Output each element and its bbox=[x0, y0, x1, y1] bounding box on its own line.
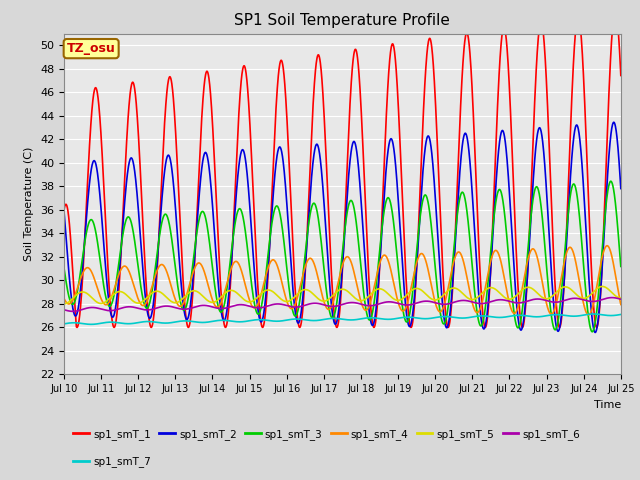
sp1_smT_4 bbox=[585, 312, 593, 318]
sp1_smT_2 bbox=[591, 330, 599, 336]
sp1_smT_3 bbox=[583, 301, 591, 307]
sp1_smT_7 bbox=[617, 312, 625, 317]
sp1_smT_1 bbox=[617, 72, 625, 78]
sp1_smT_2 bbox=[568, 158, 575, 164]
sp1_smT_7 bbox=[568, 313, 575, 319]
sp1_smT_6 bbox=[359, 302, 367, 308]
sp1_smT_7 bbox=[371, 315, 379, 321]
sp1_smT_1 bbox=[584, 165, 591, 171]
sp1_smT_1 bbox=[504, 65, 512, 71]
sp1_smT_3 bbox=[216, 307, 223, 312]
sp1_smT_7 bbox=[88, 322, 95, 327]
sp1_smT_4 bbox=[216, 303, 223, 309]
sp1_smT_5 bbox=[358, 298, 366, 303]
sp1_smT_5 bbox=[598, 284, 606, 289]
sp1_smT_6 bbox=[584, 298, 591, 304]
sp1_smT_6 bbox=[216, 306, 223, 312]
sp1_smT_2 bbox=[583, 245, 591, 251]
sp1_smT_7 bbox=[60, 321, 68, 327]
Line: sp1_smT_4: sp1_smT_4 bbox=[64, 246, 621, 315]
sp1_smT_1 bbox=[612, 8, 620, 14]
sp1_smT_3 bbox=[607, 179, 614, 184]
sp1_smT_2 bbox=[504, 170, 512, 176]
Title: SP1 Soil Temperature Profile: SP1 Soil Temperature Profile bbox=[234, 13, 451, 28]
sp1_smT_5 bbox=[504, 296, 512, 302]
sp1_smT_4 bbox=[60, 296, 68, 301]
sp1_smT_5 bbox=[60, 301, 68, 307]
sp1_smT_2 bbox=[216, 292, 223, 298]
sp1_smT_6 bbox=[69, 309, 77, 314]
sp1_smT_4 bbox=[583, 311, 591, 317]
sp1_smT_6 bbox=[617, 296, 625, 302]
sp1_smT_1 bbox=[216, 259, 223, 265]
Y-axis label: Soil Temperature (C): Soil Temperature (C) bbox=[24, 147, 35, 261]
sp1_smT_4 bbox=[568, 246, 575, 252]
sp1_smT_4 bbox=[604, 243, 611, 249]
sp1_smT_6 bbox=[504, 298, 512, 304]
sp1_smT_2 bbox=[610, 120, 618, 125]
sp1_smT_1 bbox=[60, 207, 68, 213]
sp1_smT_4 bbox=[371, 283, 378, 288]
sp1_smT_2 bbox=[617, 186, 625, 192]
Line: sp1_smT_3: sp1_smT_3 bbox=[64, 181, 621, 332]
sp1_smT_5 bbox=[617, 295, 625, 301]
sp1_smT_3 bbox=[568, 186, 575, 192]
Text: TZ_osu: TZ_osu bbox=[67, 42, 116, 55]
Line: sp1_smT_1: sp1_smT_1 bbox=[64, 11, 621, 327]
sp1_smT_7 bbox=[589, 311, 597, 317]
sp1_smT_3 bbox=[60, 265, 68, 271]
sp1_smT_1 bbox=[296, 324, 303, 330]
sp1_smT_3 bbox=[358, 278, 366, 284]
sp1_smT_3 bbox=[371, 297, 378, 302]
X-axis label: Time: Time bbox=[593, 400, 621, 409]
Line: sp1_smT_7: sp1_smT_7 bbox=[64, 314, 621, 324]
sp1_smT_6 bbox=[568, 296, 575, 301]
sp1_smT_1 bbox=[359, 138, 367, 144]
sp1_smT_7 bbox=[584, 312, 591, 317]
sp1_smT_4 bbox=[617, 301, 625, 307]
sp1_smT_5 bbox=[583, 295, 591, 300]
sp1_smT_5 bbox=[371, 288, 378, 294]
sp1_smT_4 bbox=[504, 295, 512, 300]
sp1_smT_2 bbox=[358, 217, 366, 223]
sp1_smT_2 bbox=[371, 317, 378, 323]
Legend: sp1_smT_7: sp1_smT_7 bbox=[69, 452, 155, 471]
sp1_smT_1 bbox=[371, 323, 379, 329]
sp1_smT_7 bbox=[359, 316, 367, 322]
sp1_smT_2 bbox=[60, 208, 68, 214]
sp1_smT_3 bbox=[617, 264, 625, 269]
sp1_smT_5 bbox=[568, 287, 575, 293]
sp1_smT_3 bbox=[504, 248, 512, 254]
sp1_smT_5 bbox=[216, 296, 223, 301]
Line: sp1_smT_5: sp1_smT_5 bbox=[64, 287, 621, 304]
sp1_smT_1 bbox=[568, 95, 575, 101]
sp1_smT_6 bbox=[60, 307, 68, 312]
sp1_smT_4 bbox=[358, 303, 366, 309]
sp1_smT_7 bbox=[504, 313, 512, 319]
sp1_smT_6 bbox=[608, 295, 616, 300]
sp1_smT_3 bbox=[588, 329, 596, 335]
Line: sp1_smT_2: sp1_smT_2 bbox=[64, 122, 621, 333]
sp1_smT_6 bbox=[371, 302, 379, 308]
sp1_smT_7 bbox=[216, 317, 223, 323]
Line: sp1_smT_6: sp1_smT_6 bbox=[64, 298, 621, 312]
